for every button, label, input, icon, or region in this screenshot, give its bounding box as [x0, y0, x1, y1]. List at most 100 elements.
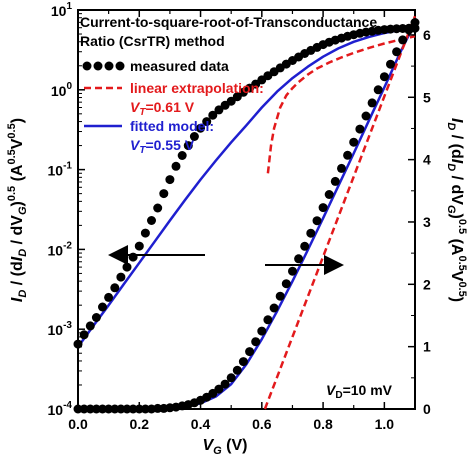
y-left-tick-label: 10-1 [48, 161, 73, 179]
plot-frame [77, 9, 416, 410]
data-point-right [404, 25, 414, 35]
y-left-tick-label: 101 [51, 1, 73, 19]
data-point-right [128, 404, 138, 414]
data-point-right [324, 190, 334, 199]
linear-extrapolation-line-right [263, 15, 417, 410]
x-tick-label: 0.6 [252, 416, 272, 432]
data-point-right [349, 137, 359, 147]
data-point-right [257, 326, 267, 336]
legend-marker-dot [104, 61, 114, 71]
vd-annotation: VD=10 mV [326, 382, 393, 401]
y-left-tick-label: 100 [51, 81, 73, 99]
data-point-right [386, 59, 395, 69]
data-point-left [202, 117, 212, 127]
data-point-right [373, 85, 383, 95]
y-right-tick-label: 2 [423, 276, 431, 292]
data-point-right [232, 365, 242, 375]
data-point-left [159, 189, 169, 199]
data-point-right [398, 35, 408, 45]
x-tick-label: 1.0 [375, 416, 395, 432]
data-point-left [91, 313, 101, 322]
data-point-left [208, 110, 218, 120]
x-tick-label: 0.4 [191, 416, 211, 432]
data-point-left [214, 105, 224, 115]
data-point-right [361, 111, 371, 121]
data-point-left [177, 151, 187, 160]
y-right-tick-label: 0 [423, 401, 431, 417]
data-point-right [269, 303, 279, 313]
legend-markers-sample [82, 61, 125, 71]
data-point-right [281, 279, 291, 289]
y-left-tick-label: 10-4 [48, 400, 73, 418]
fitted-model-line-left [76, 26, 416, 348]
legend-marker-dot [82, 61, 92, 71]
data-point-right [337, 163, 346, 173]
data-point-left [189, 132, 199, 141]
data-point-right [288, 266, 297, 276]
data-point-left [79, 330, 89, 340]
data-point-right [300, 241, 310, 251]
chart-title-line-1: Current-to-square-root-of-Transconductan… [80, 14, 377, 30]
x-tick-label: 0.8 [313, 416, 333, 432]
data-point-right [275, 291, 285, 301]
legend-label-measured: measured data [130, 58, 229, 74]
y-right-tick-label: 1 [423, 339, 431, 355]
chart-title-line-2: Ratio (CsrTR) method [80, 33, 225, 49]
data-point-right [330, 176, 340, 186]
data-point-left [171, 161, 181, 171]
x-axis-label: VG (V) [202, 437, 247, 457]
series-layer [73, 15, 420, 414]
legend: measured data linear extrapolation: VT=0… [82, 58, 264, 156]
legend-marker-dot [93, 61, 103, 71]
legend-label-fitted: fitted model: [130, 118, 214, 134]
data-point-right [263, 315, 273, 325]
y-axis-left-label: ID / (dID / dVG)0.5 (A0.5V0.5) [6, 118, 29, 302]
data-point-left [110, 283, 120, 293]
x-tick-label: 0.0 [68, 416, 88, 432]
y-right-tick-label: 5 [423, 89, 431, 105]
data-point-left [134, 241, 144, 251]
y-left-tick-label: 10-2 [48, 240, 73, 258]
data-point-right [251, 337, 261, 347]
data-point-right [226, 373, 236, 383]
data-point-left [140, 228, 150, 238]
y-left-tick-label: 10-3 [48, 320, 73, 338]
y-axis-right-label: ID / (dID / dVG)0.5 (A0.5V0.5) [445, 118, 468, 302]
y-right-tick-label: 3 [423, 214, 431, 230]
data-point-left [128, 252, 138, 262]
ticks-layer: 0.0 0.2 0.4 0.6 0.8 1.010-410-310-210-1100101… [48, 1, 431, 432]
data-point-right [238, 357, 248, 367]
data-point-right [410, 18, 420, 27]
data-point-right [220, 379, 230, 389]
data-point-right [379, 72, 389, 82]
chart-title: Current-to-square-root-of-Transconductan… [80, 14, 377, 49]
data-point-left [122, 262, 132, 272]
linear-extrapolation-line-left [266, 34, 416, 174]
y-right-tick-label: 4 [423, 152, 431, 168]
legend-marker-dot [115, 61, 125, 71]
data-point-left [116, 272, 126, 282]
data-point-right [318, 203, 328, 213]
data-point-right [245, 347, 255, 357]
y-right-tick-label: 6 [423, 27, 431, 43]
legend-sublabel-fitted: VT=0.55 V [130, 137, 195, 156]
data-point-right [343, 150, 353, 160]
data-point-right [294, 254, 304, 264]
data-point-left [183, 141, 193, 151]
data-point-right [214, 384, 224, 394]
data-point-left [196, 123, 205, 133]
data-point-right [367, 98, 377, 108]
data-point-left [85, 321, 95, 331]
data-point-left [147, 216, 156, 225]
data-point-left [165, 175, 175, 185]
data-point-right [312, 216, 322, 226]
data-point-left [104, 292, 114, 302]
data-point-left [98, 302, 107, 312]
data-point-right [306, 228, 316, 238]
legend-sublabel-extrapolation: VT=0.61 V [130, 99, 195, 118]
data-point-right [355, 124, 365, 134]
data-point-left [153, 203, 163, 213]
legend-label-extrapolation: linear extrapolation: [130, 80, 264, 96]
